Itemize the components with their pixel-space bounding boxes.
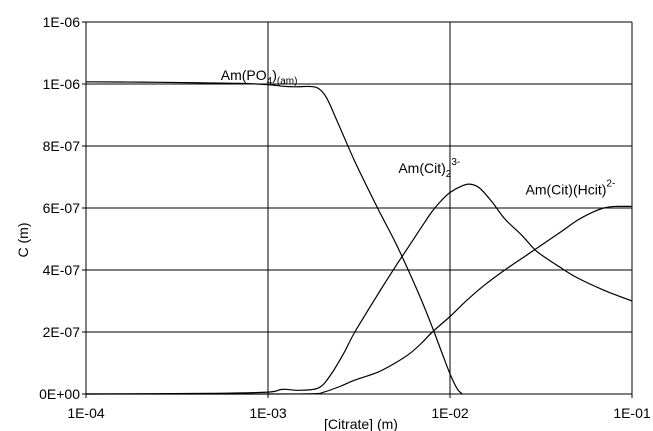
- axes: [82, 21, 633, 398]
- x-tick-label: 1E-02: [431, 405, 469, 421]
- series-lines: [85, 81, 633, 395]
- curve-annotation-1: Am(PO4)(am): [221, 67, 298, 87]
- curve-annotations: Am(PO4)(am) Am(Cit)23- Am(Cit)(Hcit)2-: [221, 67, 616, 198]
- curve-annotation-3: Am(Cit)(Hcit)2-: [526, 179, 616, 198]
- y-tick-label: 0E+00: [39, 386, 80, 402]
- y-tick-label: 4E-07: [43, 262, 81, 278]
- y-tick-label: 1E-06: [43, 76, 81, 92]
- tick-labels: 0E+00 2E-07 4E-07 6E-07 8E-07 1E-06 1E-06 1E-04…: [39, 14, 651, 421]
- y-axis-label: C (m): [15, 223, 31, 258]
- grid: [86, 21, 633, 394]
- x-tick-label: 1E-04: [67, 405, 105, 421]
- series-line-3: [85, 205, 633, 395]
- series-line-2: [85, 183, 633, 395]
- y-tick-label: 1E-06: [43, 14, 81, 30]
- x-axis-label: [Citrate] (m): [324, 416, 398, 431]
- y-tick-label: 8E-07: [43, 138, 81, 154]
- y-tick-label: 6E-07: [43, 200, 81, 216]
- series-line-1: [85, 81, 463, 395]
- x-tick-label: 1E-03: [249, 405, 287, 421]
- y-tick-label: 2E-07: [43, 324, 81, 340]
- x-tick-label: 1E-01: [613, 405, 651, 421]
- curve-annotation-2: Am(Cit)23-: [398, 157, 460, 180]
